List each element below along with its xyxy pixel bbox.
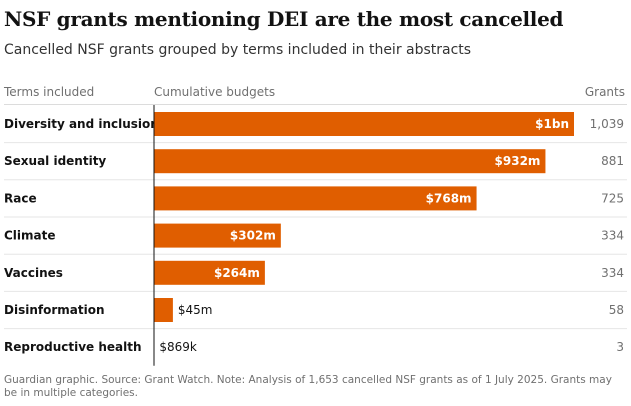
category-label: Reproductive health <box>4 340 142 354</box>
bar <box>154 260 265 285</box>
bar-value-label: $932m <box>495 154 541 168</box>
grants-count: 725 <box>601 191 624 205</box>
bar <box>154 112 574 136</box>
category-label: Disinformation <box>4 303 105 317</box>
category-label: Race <box>4 191 37 205</box>
chart-title: NSF grants mentioning DEI are the most c… <box>4 7 564 31</box>
grants-count: 334 <box>601 266 624 280</box>
bar-chart: Diversity and inclusion $1bn 1,039 Sexual i… <box>4 105 627 366</box>
header-divider <box>4 104 627 105</box>
header-terms: Terms included <box>4 85 95 99</box>
header-budgets: Cumulative budgets <box>154 85 276 99</box>
grants-count: 334 <box>601 229 624 243</box>
bar <box>154 149 546 174</box>
category-label: Climate <box>4 229 56 243</box>
bar <box>154 223 281 248</box>
header-grants: Grants <box>584 85 625 99</box>
grants-count: 1,039 <box>590 117 624 131</box>
chart-subtitle: Cancelled NSF grants grouped by terms in… <box>4 42 472 58</box>
bar <box>154 298 173 322</box>
grants-count: 58 <box>609 303 624 317</box>
category-label: Diversity and inclusion <box>4 117 159 131</box>
category-label: Sexual identity <box>4 154 106 168</box>
bar-value-label: $1bn <box>535 117 569 131</box>
bar-value-label: $302m <box>230 229 276 243</box>
bar <box>154 186 477 211</box>
footnote: Guardian graphic. Source: Grant Watch. N… <box>4 374 612 399</box>
bar-value-label: $869k <box>159 340 197 354</box>
category-label: Vaccines <box>4 266 63 280</box>
bar-value-label: $45m <box>178 303 213 317</box>
grants-count: 881 <box>601 154 624 168</box>
bar-value-label: $768m <box>426 191 472 205</box>
grants-count: 3 <box>616 340 624 354</box>
bar-value-label: $264m <box>214 266 260 280</box>
